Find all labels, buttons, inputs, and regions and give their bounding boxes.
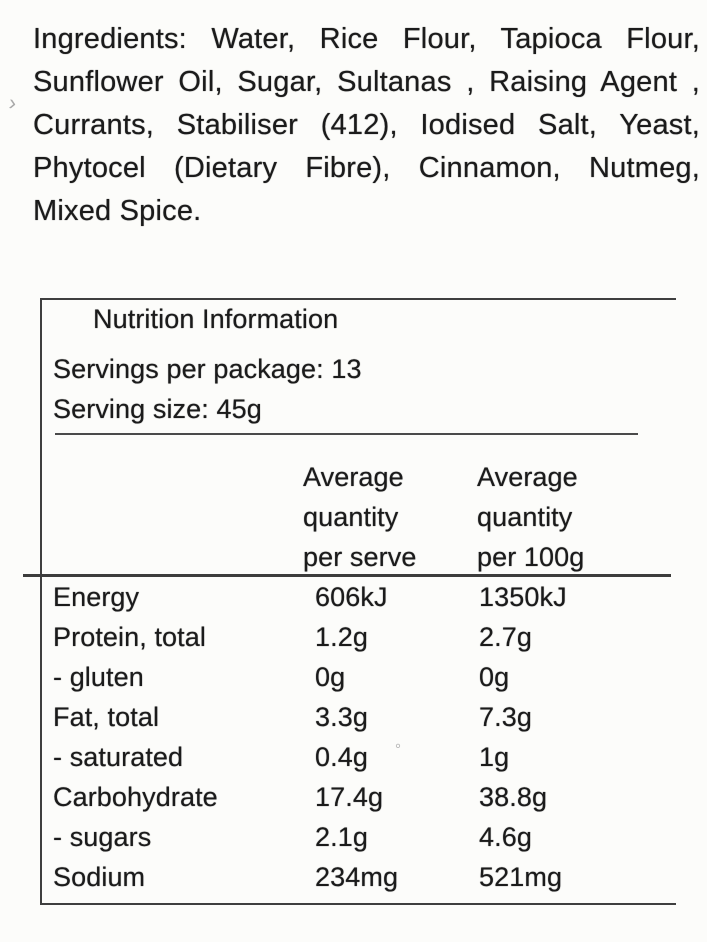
value-per-100g: 4.6g (479, 822, 532, 852)
ingredients-line: Mixed Spice. (33, 195, 202, 227)
value-per-100g: 7.3g (479, 702, 532, 732)
nutrient-rows: Energy 606kJ 1350kJ Protein, total 1.2g … (42, 577, 676, 897)
header-divider-rule (23, 574, 671, 577)
servings-per-package: Servings per package: 13 (53, 354, 362, 384)
value-per-serve: 17.4g (315, 782, 384, 812)
value-per-100g: 1350kJ (479, 582, 567, 612)
value-per-100g: 521mg (479, 862, 563, 892)
value-per-serve: 234mg (315, 862, 399, 892)
nutrient-label: Energy (53, 582, 140, 612)
nutrient-row: - saturated 0.4g 1g (42, 737, 676, 777)
value-per-100g: 2.7g (479, 622, 532, 652)
nutrient-row: - sugars 2.1g 4.6g (42, 817, 676, 857)
nutrient-label: Protein, total (53, 622, 206, 652)
ingredients-line: Ingredients: Water, Rice Flour, Tapioca … (33, 23, 700, 55)
value-per-serve: 0.4g (315, 742, 368, 772)
nutrient-label: - sugars (53, 822, 152, 852)
nutrient-label: Sodium (53, 862, 146, 892)
column-header-per-100g: Average quantity per 100g (477, 462, 585, 572)
nutrient-label: - gluten (53, 662, 144, 692)
value-per-serve: 1.2g (315, 622, 368, 652)
serving-size: Serving size: 45g (53, 394, 262, 424)
nutrient-label: Fat, total (53, 702, 160, 732)
scan-artifact: ° (395, 741, 402, 758)
nutrient-row: Carbohydrate 17.4g 38.8g (42, 777, 676, 817)
value-per-serve: 606kJ (315, 582, 388, 612)
value-per-100g: 1g (479, 742, 510, 772)
value-per-serve: 2.1g (315, 822, 368, 852)
nutrient-row: Fat, total 3.3g 7.3g (42, 697, 676, 737)
ingredients-paragraph: Ingredients: Water, Rice Flour, Tapioca … (33, 18, 700, 233)
panel-title: Nutrition Information (93, 304, 339, 334)
value-per-serve: 0g (315, 662, 346, 692)
column-header-per-serve: Average quantity per serve (303, 462, 417, 572)
value-per-serve: 3.3g (315, 702, 368, 732)
ingredients-line: Sunflower Oil, Sugar, Sultanas , Raising… (33, 66, 700, 98)
ingredients-line: Phytocel (Dietary Fibre), Cinnamon, Nutm… (33, 152, 700, 184)
nutrient-label: - saturated (53, 742, 184, 772)
ingredients-line: Currants, Stabiliser (412), Iodised Salt… (33, 109, 700, 141)
value-per-100g: 38.8g (479, 782, 548, 812)
nutrient-row: - gluten 0g 0g (42, 657, 676, 697)
nutrient-row: Energy 606kJ 1350kJ (42, 577, 676, 617)
scan-artifact: › (7, 89, 19, 116)
nutrient-row: Sodium 234mg 521mg (42, 857, 676, 897)
nutrient-row: Protein, total 1.2g 2.7g (42, 617, 676, 657)
value-per-100g: 0g (479, 662, 510, 692)
serving-size-underline (55, 433, 638, 435)
nutrient-label: Carbohydrate (53, 782, 218, 812)
nutrition-information-panel: Nutrition Information Servings per packa… (23, 298, 676, 905)
